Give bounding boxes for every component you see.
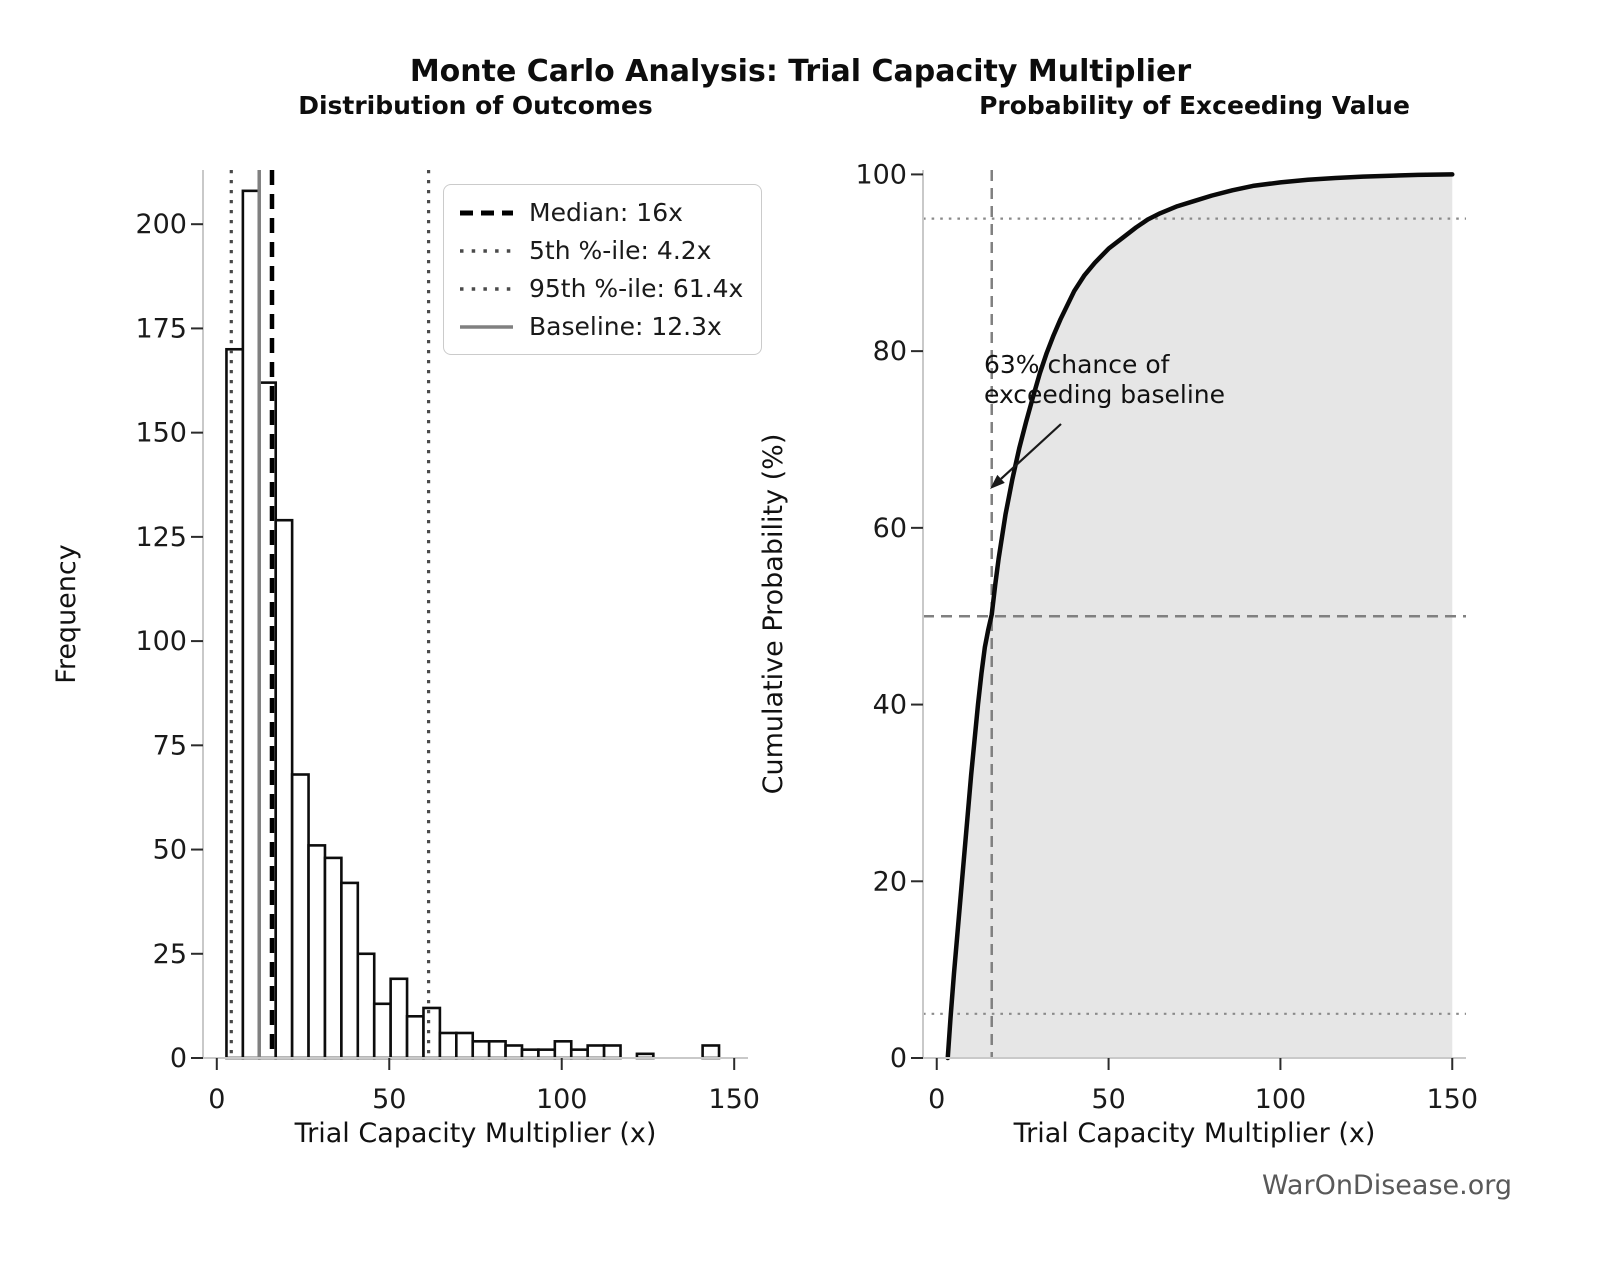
- left-y-tick-label: 200: [135, 209, 187, 240]
- legend-line-sample-dotted: [460, 248, 513, 253]
- histogram-bar: [422, 1006, 442, 1060]
- left-y-tick-label: 150: [135, 418, 187, 449]
- left-x-tick-label: 100: [536, 1084, 588, 1115]
- histogram-bar: [504, 1044, 524, 1060]
- annotation-line-1: 63% chance of: [984, 350, 1170, 379]
- legend-label: 95th %-ile: 61.4x: [529, 274, 744, 303]
- histogram-bar: [701, 1044, 721, 1060]
- left-y-tick-label: 25: [153, 939, 187, 970]
- histogram-bar: [405, 1015, 425, 1060]
- left-y-tick-label: 75: [153, 730, 187, 761]
- right-x-tick-label: 150: [1426, 1084, 1478, 1115]
- left-y-tick-label: 50: [153, 835, 187, 866]
- legend-item-1: 5th %-ile: 4.2x: [458, 235, 743, 266]
- annotation-line-2: exceeding baseline: [984, 380, 1225, 409]
- right-y-tick-label: 80: [873, 336, 907, 367]
- left-x-tick-label: 0: [208, 1084, 225, 1115]
- right-x-tick-label: 0: [928, 1084, 945, 1115]
- histogram-bar: [307, 844, 327, 1060]
- annotation-arrow-line: [1000, 423, 1062, 480]
- watermark: WarOnDisease.org: [1261, 1170, 1512, 1201]
- histogram-bar: [225, 347, 245, 1060]
- legend: Median: 16x 5th %-ile: 4.2x 95th %-ile: 61…: [443, 184, 763, 355]
- right-subplot-title: Probability of Exceeding Value: [979, 91, 1410, 120]
- left-subplot-title: Distribution of Outcomes: [298, 91, 653, 120]
- figure-title: Monte Carlo Analysis: Trial Capacity Mul…: [409, 54, 1192, 89]
- left-x-axis-label: Trial Capacity Multiplier (x): [294, 1118, 657, 1149]
- legend-label: Baseline: 12.3x: [529, 312, 722, 341]
- legend-item-2: 95th %-ile: 61.4x: [458, 273, 743, 304]
- right-y-tick-label: 20: [873, 866, 907, 897]
- right-y-tick-label: 100: [855, 159, 907, 190]
- histogram-bar: [356, 952, 376, 1060]
- right-x-tick-label: 50: [1091, 1084, 1125, 1115]
- histogram-bar: [389, 977, 409, 1060]
- right-x-axis-label: Trial Capacity Multiplier (x): [1013, 1118, 1376, 1149]
- histogram-bar: [455, 1031, 475, 1060]
- legend-item-3: Baseline: 12.3x: [458, 311, 743, 342]
- histogram-bar: [340, 881, 360, 1060]
- right-y-tick-label: 60: [873, 513, 907, 544]
- annotation-text: 63% chance of exceeding baseline: [984, 350, 1225, 410]
- cdf-curve: [945, 172, 1455, 1061]
- histogram-bar: [323, 856, 343, 1060]
- histogram-bar: [241, 189, 261, 1060]
- legend-line-sample-dotted: [460, 286, 513, 291]
- histogram-bar: [372, 1002, 392, 1060]
- left-x-tick-label: 150: [708, 1084, 760, 1115]
- right-y-tick-label: 40: [873, 690, 907, 721]
- annotation-arrow-head: [990, 474, 1005, 489]
- histogram-bar: [537, 1048, 557, 1060]
- histogram-bar: [520, 1048, 540, 1060]
- right-x-tick-label: 100: [1255, 1084, 1307, 1115]
- histogram-bar: [471, 1040, 491, 1060]
- legend-label: 5th %-ile: 4.2x: [529, 236, 712, 265]
- histogram-bar: [290, 773, 310, 1060]
- histogram-bar: [487, 1040, 507, 1060]
- left-y-tick-label: 100: [135, 626, 187, 657]
- left-y-tick-label: 0: [170, 1043, 187, 1074]
- histogram-bar: [569, 1048, 589, 1060]
- right-y-tick-label: 0: [890, 1043, 907, 1074]
- left-x-tick-label: 50: [372, 1084, 406, 1115]
- legend-line-sample-dashed: [460, 210, 513, 215]
- left-y-tick-label: 125: [135, 522, 187, 553]
- left-y-tick-label: 175: [135, 313, 187, 344]
- legend-line-sample-solid: [460, 324, 513, 329]
- histogram-bar: [553, 1040, 573, 1060]
- left-y-axis-label: Frequency: [51, 544, 82, 684]
- right-y-axis-label: Cumulative Probability (%): [758, 434, 789, 795]
- histogram-bar: [274, 518, 294, 1060]
- histogram-bar: [438, 1031, 458, 1060]
- legend-label: Median: 16x: [529, 198, 683, 227]
- legend-item-0: Median: 16x: [458, 197, 743, 228]
- histogram-bar: [602, 1044, 622, 1060]
- histogram-bar: [586, 1044, 606, 1060]
